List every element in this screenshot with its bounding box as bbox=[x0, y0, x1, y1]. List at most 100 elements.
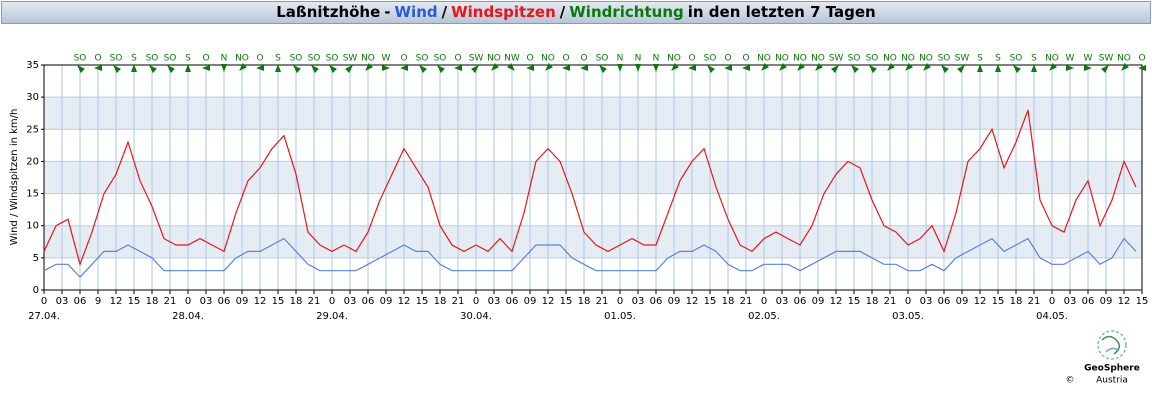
wind-direction: NO bbox=[757, 54, 771, 64]
wind-direction: SO bbox=[164, 54, 177, 64]
direction-arrow bbox=[599, 65, 607, 73]
x-tick-label: 03 bbox=[632, 296, 645, 307]
title-part: Laßnitzhöhe bbox=[276, 3, 381, 21]
direction-arrow bbox=[131, 64, 137, 72]
wind-direction: NO bbox=[1045, 54, 1059, 64]
x-tick-label: 21 bbox=[596, 296, 609, 307]
direction-arrow bbox=[311, 65, 319, 73]
wind-direction: O bbox=[256, 54, 263, 64]
wind-direction: SO bbox=[434, 54, 447, 64]
series-line bbox=[43, 109, 1137, 267]
x-tick-label: 0 bbox=[1049, 296, 1055, 307]
x-tick-label: 21 bbox=[308, 296, 321, 307]
x-tick-label: 0 bbox=[41, 296, 47, 307]
direction-arrow bbox=[671, 63, 679, 71]
direction-arrow bbox=[454, 65, 462, 71]
x-tick-label: 12 bbox=[974, 296, 987, 307]
direction-arrow bbox=[562, 65, 570, 71]
direction-arrow bbox=[742, 65, 750, 71]
date-label: 28.04. bbox=[172, 311, 204, 322]
date-label: 01.05. bbox=[604, 311, 636, 322]
x-tick-label: 12 bbox=[254, 296, 267, 307]
x-tick-label: 15 bbox=[848, 296, 861, 307]
y-tick-label: 20 bbox=[26, 156, 39, 167]
direction-arrow bbox=[815, 63, 823, 71]
x-tick-label: 15 bbox=[128, 296, 141, 307]
wind-direction: NO bbox=[811, 54, 825, 64]
x-tick-label: 15 bbox=[704, 296, 717, 307]
direction-arrow bbox=[923, 63, 931, 71]
x-tick-label: 18 bbox=[290, 296, 303, 307]
x-tick-label: 21 bbox=[452, 296, 465, 307]
direction-arrow bbox=[202, 65, 210, 71]
direction-arrow bbox=[1121, 63, 1129, 71]
x-tick-label: 06 bbox=[794, 296, 807, 307]
x-tick-label: 21 bbox=[164, 296, 177, 307]
wind-direction: NO bbox=[883, 54, 897, 64]
direction-arrow bbox=[887, 63, 895, 71]
grid-band bbox=[44, 97, 1142, 130]
grid-band bbox=[44, 161, 1142, 194]
x-tick-label: 15 bbox=[1136, 296, 1149, 307]
date-label: 29.04. bbox=[316, 311, 348, 322]
x-tick-label: 03 bbox=[1064, 296, 1077, 307]
plot-frame bbox=[43, 64, 1143, 291]
direction-arrow bbox=[869, 65, 877, 73]
x-tick-label: 09 bbox=[956, 296, 969, 307]
direction-arrow bbox=[688, 65, 696, 71]
y-tick-label: 35 bbox=[26, 60, 39, 71]
direction-arrow bbox=[437, 65, 445, 73]
direction-arrow bbox=[400, 65, 408, 71]
title-part: in den letzten 7 Tagen bbox=[687, 3, 876, 21]
direction-arrow bbox=[905, 63, 913, 71]
x-tick-label: 0 bbox=[473, 296, 479, 307]
x-tick-label: 06 bbox=[938, 296, 951, 307]
wind-direction: SO bbox=[596, 54, 609, 64]
direction-arrow bbox=[941, 65, 949, 73]
direction-arrow bbox=[275, 64, 281, 72]
x-tick-label: 12 bbox=[830, 296, 843, 307]
x-tick-label: 0 bbox=[617, 296, 623, 307]
date-label: 27.04. bbox=[28, 311, 60, 322]
wind-direction: SW bbox=[343, 54, 358, 64]
x-tick-label: 9 bbox=[95, 296, 101, 307]
direction-arrow bbox=[167, 65, 175, 73]
title-part: / bbox=[559, 3, 566, 21]
wind-direction: S bbox=[1031, 54, 1037, 64]
wind-direction: NO bbox=[793, 54, 807, 64]
wind-direction: SW bbox=[1099, 54, 1114, 64]
direction-arrow bbox=[617, 64, 623, 72]
x-tick-label: 09 bbox=[524, 296, 537, 307]
x-tick-label: 0 bbox=[329, 296, 335, 307]
wind-direction: NO bbox=[901, 54, 915, 64]
title-part: - bbox=[384, 3, 391, 21]
direction-arrow bbox=[995, 64, 1001, 72]
direction-arrow bbox=[185, 64, 191, 72]
wind-direction: W bbox=[1066, 54, 1075, 64]
direction-arrow bbox=[77, 65, 85, 73]
direction-arrow bbox=[779, 63, 787, 71]
wind-direction: NO bbox=[541, 54, 555, 64]
date-label: 04.05. bbox=[1036, 311, 1068, 322]
title-part: / bbox=[441, 3, 448, 21]
direction-arrow bbox=[797, 63, 805, 71]
wind-direction: NO bbox=[919, 54, 933, 64]
x-tick-label: 18 bbox=[434, 296, 447, 307]
wind-direction: NO bbox=[1117, 54, 1131, 64]
wind-direction: NO bbox=[667, 54, 681, 64]
direction-arrow bbox=[977, 64, 983, 72]
x-tick-label: 03 bbox=[920, 296, 933, 307]
x-tick-label: 06 bbox=[74, 296, 87, 307]
x-tick-label: 06 bbox=[1082, 296, 1095, 307]
x-tick-label: 12 bbox=[686, 296, 699, 307]
direction-arrow bbox=[239, 63, 247, 71]
x-tick-label: 09 bbox=[668, 296, 681, 307]
wind-direction: SO bbox=[308, 54, 321, 64]
direction-arrow bbox=[1013, 65, 1021, 73]
direction-arrow bbox=[1049, 63, 1057, 71]
wind-direction: NO bbox=[487, 54, 501, 64]
direction-arrow bbox=[580, 65, 588, 71]
direction-arrow bbox=[221, 64, 227, 72]
